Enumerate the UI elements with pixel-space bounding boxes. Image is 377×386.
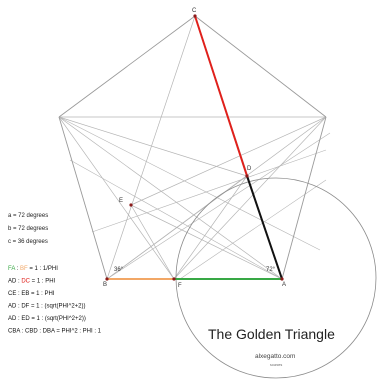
vertex-point [280, 277, 283, 280]
construction-line [131, 117, 326, 205]
point-label-e: E [119, 198, 123, 204]
pentagon-edge [59, 117, 107, 279]
vertex-point [193, 14, 196, 17]
vertex-points [105, 14, 283, 280]
construction-line [174, 176, 247, 279]
pentagon-edge [282, 117, 326, 279]
diagram-title: The Golden Triangle [208, 326, 335, 342]
construction-line [174, 117, 326, 279]
credit-text: sources [270, 363, 283, 367]
vertex-point [105, 277, 108, 280]
angle-line: a = 72 degrees [8, 213, 48, 219]
formula-part: CBA : CBD : DBA = PHI^2 : PHI : 1 [8, 329, 102, 335]
site-name: alxegatto.com [255, 353, 295, 360]
angle-label-a: 72° [266, 267, 276, 273]
point-label-b: B [103, 282, 107, 288]
ratio-formula: AD : ED = 1 : (sqrt(PHI^2+2)) [8, 316, 86, 322]
formula-part: = 1 : 1/PHI [28, 266, 59, 272]
pentagon-edge [59, 16, 195, 117]
ratio-formulas: FA : BF = 1 : 1/PHI AD : DC = 1 : PHI CE :… [8, 266, 102, 335]
angle-line: b = 72 degrees [8, 226, 48, 232]
construction-line [131, 205, 282, 279]
vertex-point [245, 174, 248, 177]
segment-ad [247, 176, 282, 279]
formula-part: CE : EB = 1 : PHI [8, 291, 55, 297]
ratio-formula: AD : DC = 1 : PHI [8, 279, 56, 285]
ratio-formula: AD : DF = 1 : (sqrt(PHI^2+2)) [8, 304, 86, 310]
segment-dc [195, 16, 247, 176]
ratio-formula: CBA : CBD : DBA = PHI^2 : PHI : 1 [8, 329, 102, 335]
vertex-point [129, 203, 132, 206]
construction-line [59, 117, 247, 176]
angle-list: a = 72 degrees b = 72 degrees c = 36 deg… [8, 213, 48, 245]
point-label-d: D [247, 166, 252, 172]
construction-line [107, 133, 330, 279]
pentagon-edge [195, 16, 326, 117]
ratio-formula: CE : EB = 1 : PHI [8, 291, 55, 297]
formula-part: AD : ED = 1 : (sqrt(PHI^2+2)) [8, 316, 86, 322]
formula-part: AD : DF = 1 : (sqrt(PHI^2+2)) [8, 304, 86, 310]
point-label-a: A [282, 282, 286, 288]
construction-line [92, 150, 326, 232]
construction-line [59, 117, 174, 279]
angle-label-b: 36° [114, 267, 124, 273]
angle-line: c = 36 degrees [8, 239, 48, 245]
formula-part: AD : [8, 279, 21, 285]
pentagon-outline [59, 16, 326, 279]
ratio-formula: FA : BF = 1 : 1/PHI [8, 266, 58, 272]
point-label-f: F [178, 283, 182, 289]
point-label-c: C [192, 8, 197, 14]
formula-part: = 1 : PHI [30, 279, 56, 285]
construction-line [59, 117, 282, 279]
construction-lines [59, 16, 330, 279]
vertex-point [172, 277, 175, 280]
